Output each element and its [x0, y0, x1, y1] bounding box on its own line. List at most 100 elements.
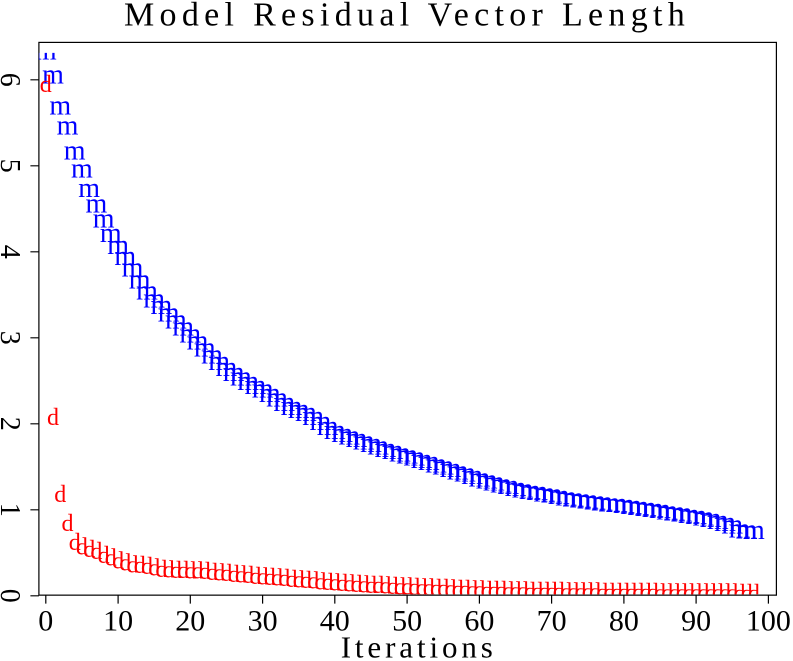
- svg-text:m: m: [721, 510, 743, 541]
- svg-text:m: m: [671, 498, 693, 529]
- svg-text:m: m: [71, 154, 93, 185]
- svg-text:d: d: [271, 566, 283, 592]
- svg-text:m: m: [143, 283, 165, 314]
- svg-text:m: m: [555, 481, 577, 512]
- svg-text:m: m: [194, 332, 216, 363]
- svg-text:m: m: [165, 305, 187, 336]
- svg-text:d: d: [488, 578, 500, 604]
- svg-text:m: m: [107, 230, 129, 261]
- svg-text:m: m: [512, 473, 534, 504]
- svg-text:d: d: [603, 580, 615, 606]
- svg-text:40: 40: [320, 605, 350, 638]
- svg-text:m: m: [100, 218, 122, 249]
- svg-text:d: d: [401, 575, 413, 601]
- svg-text:m: m: [317, 411, 339, 442]
- svg-text:d: d: [546, 579, 558, 605]
- svg-text:m: m: [353, 425, 375, 456]
- svg-text:1: 1: [0, 503, 25, 517]
- svg-text:m: m: [324, 415, 346, 446]
- svg-text:m: m: [584, 486, 606, 517]
- svg-text:d: d: [640, 580, 652, 606]
- svg-text:3: 3: [0, 331, 25, 345]
- svg-text:m: m: [526, 476, 548, 507]
- svg-text:d: d: [365, 573, 377, 599]
- svg-text:80: 80: [609, 605, 639, 638]
- svg-text:d: d: [473, 578, 485, 604]
- svg-text:m: m: [627, 491, 649, 522]
- svg-text:d: d: [343, 572, 355, 598]
- svg-text:d: d: [567, 579, 579, 605]
- svg-text:m: m: [620, 490, 642, 521]
- svg-text:d: d: [632, 580, 644, 606]
- svg-text:d: d: [517, 579, 529, 605]
- svg-text:m: m: [230, 362, 252, 393]
- svg-text:d: d: [155, 557, 167, 583]
- svg-text:d: d: [748, 581, 760, 607]
- svg-text:m: m: [389, 437, 411, 468]
- svg-text:m: m: [656, 495, 678, 526]
- svg-text:m: m: [360, 428, 382, 459]
- svg-text:m: m: [649, 494, 671, 525]
- svg-text:60: 60: [464, 605, 494, 638]
- svg-text:m: m: [382, 435, 404, 466]
- svg-text:d: d: [625, 580, 637, 606]
- svg-text:d: d: [62, 511, 74, 537]
- svg-text:50: 50: [392, 605, 422, 638]
- svg-text:5: 5: [0, 159, 25, 173]
- svg-text:m: m: [664, 496, 686, 527]
- svg-text:m: m: [606, 488, 628, 519]
- svg-text:d: d: [379, 574, 391, 600]
- svg-text:Iterations: Iterations: [341, 630, 497, 661]
- svg-text:m: m: [151, 290, 173, 321]
- svg-text:m: m: [678, 499, 700, 530]
- svg-text:d: d: [54, 482, 66, 508]
- svg-text:d: d: [466, 577, 478, 603]
- svg-text:d: d: [98, 543, 110, 569]
- svg-text:d: d: [611, 580, 623, 606]
- svg-text:m: m: [245, 370, 267, 401]
- svg-text:d: d: [83, 537, 95, 563]
- svg-text:m: m: [743, 515, 765, 546]
- svg-text:d: d: [726, 581, 738, 607]
- svg-text:d: d: [481, 578, 493, 604]
- svg-text:d: d: [105, 546, 117, 572]
- svg-text:m: m: [483, 467, 505, 498]
- svg-text:d: d: [134, 553, 146, 579]
- svg-text:m: m: [700, 503, 722, 534]
- svg-text:m: m: [302, 401, 324, 432]
- svg-text:m: m: [338, 421, 360, 452]
- svg-text:d: d: [560, 579, 572, 605]
- svg-text:d: d: [192, 559, 204, 585]
- svg-text:m: m: [288, 394, 310, 425]
- svg-text:m: m: [613, 489, 635, 520]
- svg-text:d: d: [242, 563, 254, 589]
- svg-text:m: m: [411, 444, 433, 475]
- svg-text:70: 70: [537, 605, 567, 638]
- svg-text:d: d: [40, 72, 52, 98]
- svg-text:d: d: [524, 579, 536, 605]
- svg-text:d: d: [336, 571, 348, 597]
- svg-text:d: d: [170, 558, 182, 584]
- svg-text:d: d: [286, 567, 298, 593]
- svg-text:d: d: [705, 581, 717, 607]
- svg-text:m: m: [505, 472, 527, 503]
- svg-text:d: d: [278, 566, 290, 592]
- svg-text:m: m: [729, 513, 751, 544]
- svg-text:d: d: [184, 558, 196, 584]
- svg-text:d: d: [228, 562, 240, 588]
- svg-text:d: d: [538, 579, 550, 605]
- svg-text:d: d: [257, 564, 269, 590]
- svg-text:m: m: [599, 487, 621, 518]
- svg-text:m: m: [642, 493, 664, 524]
- svg-text:m: m: [42, 60, 64, 91]
- svg-text:m: m: [396, 439, 418, 470]
- svg-text:90: 90: [681, 605, 711, 638]
- svg-text:d: d: [647, 580, 659, 606]
- svg-text:2: 2: [0, 417, 25, 431]
- svg-text:d: d: [531, 579, 543, 605]
- svg-text:m: m: [266, 383, 288, 414]
- svg-text:m: m: [259, 378, 281, 409]
- svg-text:d: d: [589, 580, 601, 606]
- svg-text:m: m: [114, 241, 136, 272]
- svg-text:d: d: [351, 572, 363, 598]
